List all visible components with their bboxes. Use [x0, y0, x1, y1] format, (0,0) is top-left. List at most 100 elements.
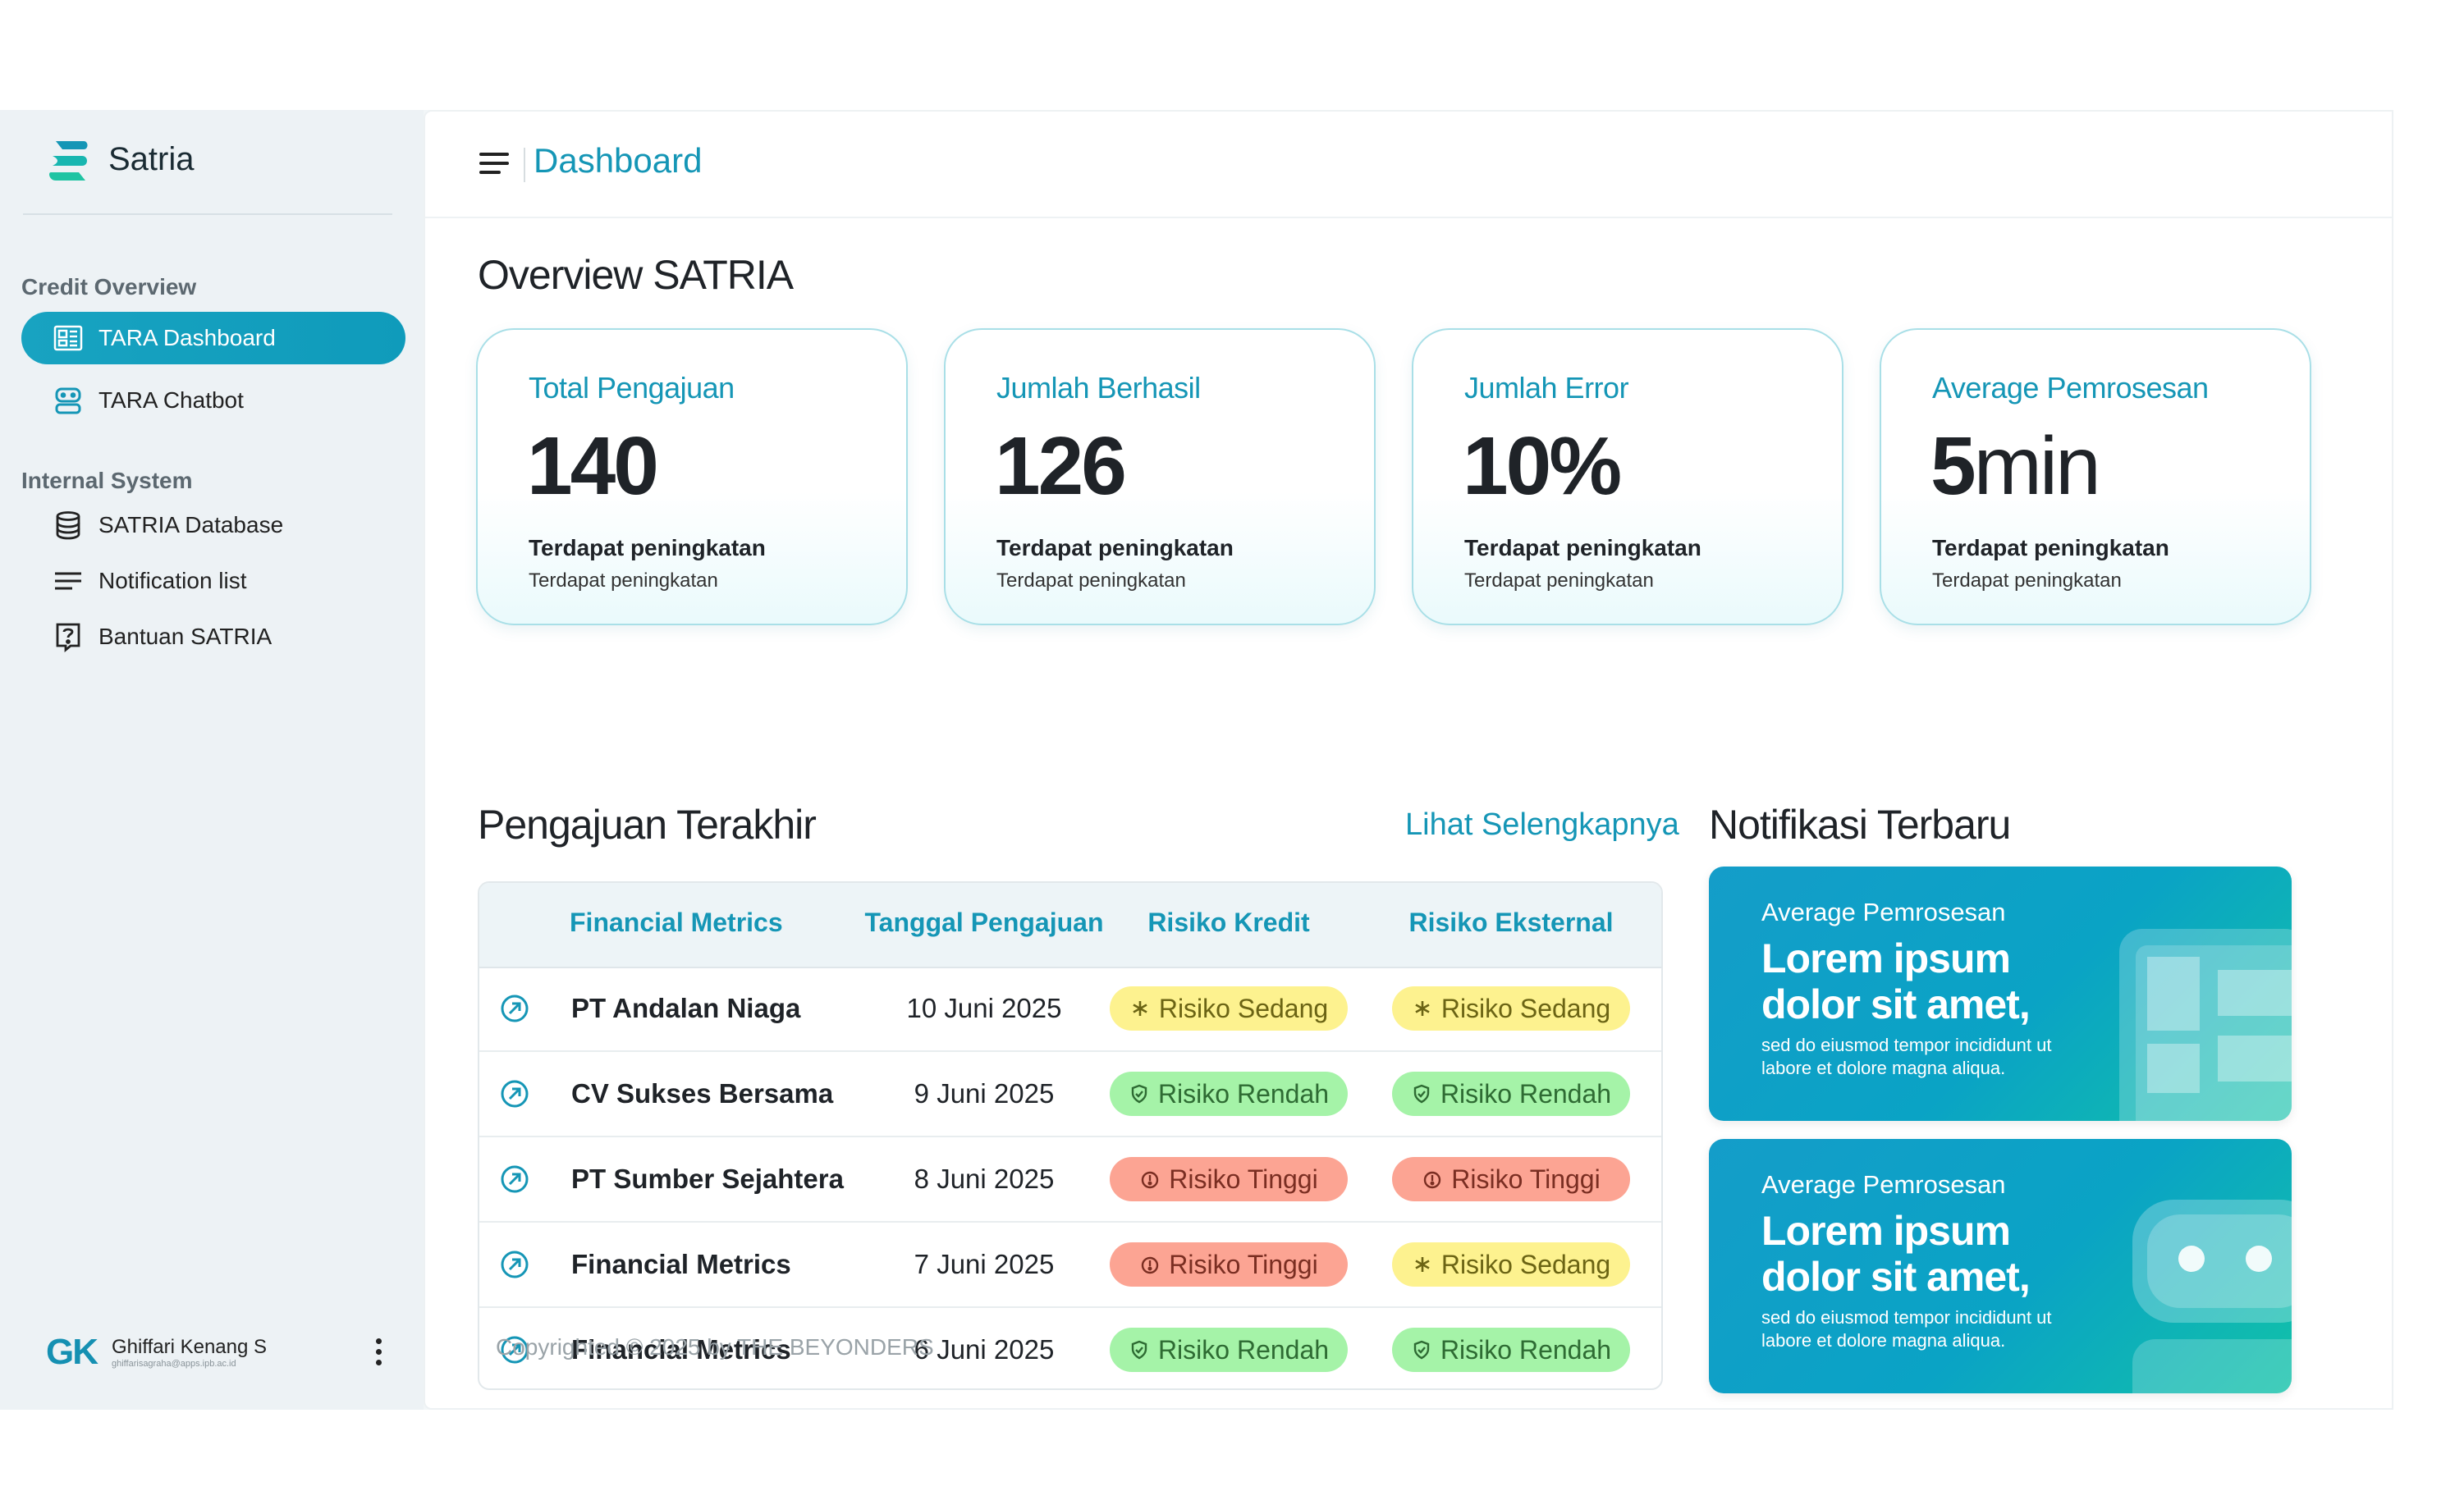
risk-badge-eksternal: Risiko Sedang	[1392, 986, 1630, 1031]
notification-desc: sed do eiusmod tempor incididunt ut labo…	[1761, 1035, 2052, 1078]
stat-note: Terdapat peningkatan	[1464, 535, 1701, 560]
open-arrow-icon[interactable]	[499, 1334, 530, 1365]
company-name: PT Andalan Niaga	[571, 993, 801, 1023]
risk-badge-kredit: Risiko Rendah	[1110, 1328, 1348, 1372]
submission-date: 9 Juni 2025	[914, 1078, 1055, 1109]
sidebar: Satria Credit Overview TARA Dashboard TA…	[0, 110, 424, 1410]
topbar-divider	[524, 148, 525, 182]
see-more-link[interactable]: Lihat Selengkapnya	[1405, 807, 1679, 842]
user-profile[interactable]: GK Ghiffari Kenang S ghiffarisagraha@app…	[46, 1328, 391, 1377]
power-icon	[1424, 1171, 1441, 1189]
shield-check-icon	[1131, 1340, 1147, 1360]
section-label-internal-system: Internal System	[21, 468, 193, 493]
table-row[interactable]: Financial Metrics 6 Juni 2025 Risiko Renda…	[479, 1308, 1661, 1388]
stat-label: Total Pengajuan	[529, 371, 735, 405]
page-title: Dashboard	[534, 141, 703, 180]
column-header[interactable]: Financial Metrics	[570, 908, 783, 937]
notification-title: Lorem ipsum dolor sit amet,	[1761, 935, 2031, 1027]
notifications-title: Notifikasi Terbaru	[1709, 802, 2011, 848]
risk-badge-kredit: Risiko Sedang	[1110, 986, 1348, 1031]
column-header[interactable]: Risiko Kredit	[1147, 908, 1310, 937]
chatbot-art-icon	[2132, 1200, 2292, 1393]
submission-date: 10 Juni 2025	[906, 993, 1062, 1023]
column-header[interactable]: Tanggal Pengajuan	[864, 908, 1104, 937]
stat-subnote: Terdapat peningkatan	[1932, 569, 2122, 592]
notification-card[interactable]: Average Pemrosesan Lorem ipsum dolor sit…	[1709, 867, 2292, 1121]
company-name: CV Sukses Bersama	[571, 1078, 834, 1109]
table-row[interactable]: Financial Metrics 7 Juni 2025 Risiko Tingg…	[479, 1223, 1661, 1308]
table-row[interactable]: CV Sukses Bersama 9 Juni 2025 Risiko Renda…	[479, 1052, 1661, 1137]
submission-date: 8 Juni 2025	[914, 1164, 1055, 1194]
stat-note: Terdapat peningkatan	[996, 535, 1234, 560]
stat-label: Jumlah Berhasil	[996, 371, 1201, 405]
risk-badge-kredit: Risiko Tinggi	[1110, 1242, 1348, 1287]
submission-date: 6 Juni 2025	[914, 1334, 1055, 1365]
table-header: Financial Metrics Tanggal Pengajuan Risi…	[479, 883, 1661, 968]
open-arrow-icon[interactable]	[499, 1164, 530, 1195]
sidebar-item-label: TARA Chatbot	[98, 387, 244, 413]
risk-badge-eksternal: Risiko Rendah	[1392, 1072, 1630, 1116]
company-name: PT Sumber Sejahtera	[571, 1164, 844, 1194]
app-name: Satria	[108, 140, 195, 177]
app-logo[interactable]: Satria	[46, 135, 195, 184]
notification-label: Average Pemrosesan	[1761, 898, 2006, 926]
section-label-credit-overview: Credit Overview	[21, 274, 197, 300]
company-name: Financial Metrics	[571, 1334, 791, 1365]
help-icon	[56, 623, 80, 652]
stat-subnote: Terdapat peningkatan	[996, 569, 1186, 592]
asterisk-icon	[1415, 1001, 1430, 1016]
table-row[interactable]: PT Sumber Sejahtera 8 Juni 2025 Risiko Tin…	[479, 1137, 1661, 1223]
stat-card-jumlah-error: Jumlah Error 10% Terdapat peningkatan Te…	[1412, 328, 1843, 625]
table-row[interactable]: PT Andalan Niaga 10 Juni 2025 Risiko Sedan…	[479, 967, 1661, 1052]
shield-check-icon	[1131, 1084, 1147, 1104]
sidebar-item-label: Bantuan SATRIA	[98, 624, 273, 649]
risk-badge-eksternal: Risiko Rendah	[1392, 1328, 1630, 1372]
asterisk-icon	[1133, 1001, 1147, 1016]
open-arrow-icon[interactable]	[499, 993, 530, 1024]
more-options-icon[interactable]	[366, 1331, 391, 1372]
avatar: GK	[46, 1332, 98, 1372]
power-icon	[1142, 1256, 1159, 1274]
stat-value: 10%	[1463, 420, 1622, 512]
open-arrow-icon[interactable]	[499, 1078, 530, 1109]
sidebar-item-label: SATRIA Database	[98, 512, 284, 537]
open-arrow-icon[interactable]	[499, 1249, 530, 1280]
sidebar-item-tara-chatbot[interactable]: TARA Chatbot	[21, 374, 405, 427]
chatbot-icon	[55, 387, 81, 414]
stat-label: Average Pemrosesan	[1932, 371, 2209, 405]
stat-value: 140	[527, 420, 659, 512]
user-email: ghiffarisagraha@apps.ipb.ac.id	[112, 1359, 236, 1369]
asterisk-icon	[1415, 1257, 1430, 1272]
stat-subnote: Terdapat peningkatan	[529, 569, 718, 592]
notification-desc: sed do eiusmod tempor incididunt ut labo…	[1761, 1307, 2052, 1351]
sidebar-item-bantuan-satria[interactable]: Bantuan SATRIA	[21, 611, 405, 663]
risk-badge-eksternal: Risiko Sedang	[1392, 1242, 1630, 1287]
sidebar-item-label: Notification list	[98, 568, 247, 593]
stat-card-jumlah-berhasil: Jumlah Berhasil 126 Terdapat peningkatan…	[944, 328, 1376, 625]
overview-title: Overview SATRIA	[478, 252, 794, 298]
notification-label: Average Pemrosesan	[1761, 1170, 2006, 1199]
sidebar-item-satria-database[interactable]: SATRIA Database	[21, 499, 405, 551]
database-icon	[56, 511, 80, 540]
stat-value: 5min	[1930, 420, 2101, 512]
stat-card-total-pengajuan: Total Pengajuan 140 Terdapat peningkatan…	[476, 328, 908, 625]
power-icon	[1142, 1171, 1159, 1189]
sidebar-divider	[23, 213, 392, 215]
stat-value: 126	[995, 420, 1127, 512]
sidebar-item-tara-dashboard[interactable]: TARA Dashboard	[21, 312, 405, 364]
copyright: Copyrighted © 2025 by THE BEYONDERS	[496, 1334, 934, 1360]
risk-badge-kredit: Risiko Rendah	[1110, 1072, 1348, 1116]
column-header[interactable]: Risiko Eksternal	[1408, 908, 1614, 937]
notification-card[interactable]: Average Pemrosesan Lorem ipsum dolor sit…	[1709, 1139, 2292, 1393]
sidebar-item-notification-list[interactable]: Notification list	[21, 555, 405, 607]
risk-badge-kredit: Risiko Tinggi	[1110, 1157, 1348, 1201]
user-name: Ghiffari Kenang S	[112, 1336, 268, 1358]
shield-check-icon	[1413, 1084, 1430, 1104]
main-content: Dashboard Overview SATRIA Total Pengajua…	[424, 110, 2393, 1410]
menu-icon[interactable]	[479, 148, 511, 179]
notification-title: Lorem ipsum dolor sit amet,	[1761, 1208, 2031, 1300]
shield-check-icon	[1413, 1340, 1430, 1360]
stat-subnote: Terdapat peningkatan	[1464, 569, 1654, 592]
submission-date: 7 Juni 2025	[914, 1249, 1055, 1279]
dashboard-icon	[53, 325, 83, 351]
